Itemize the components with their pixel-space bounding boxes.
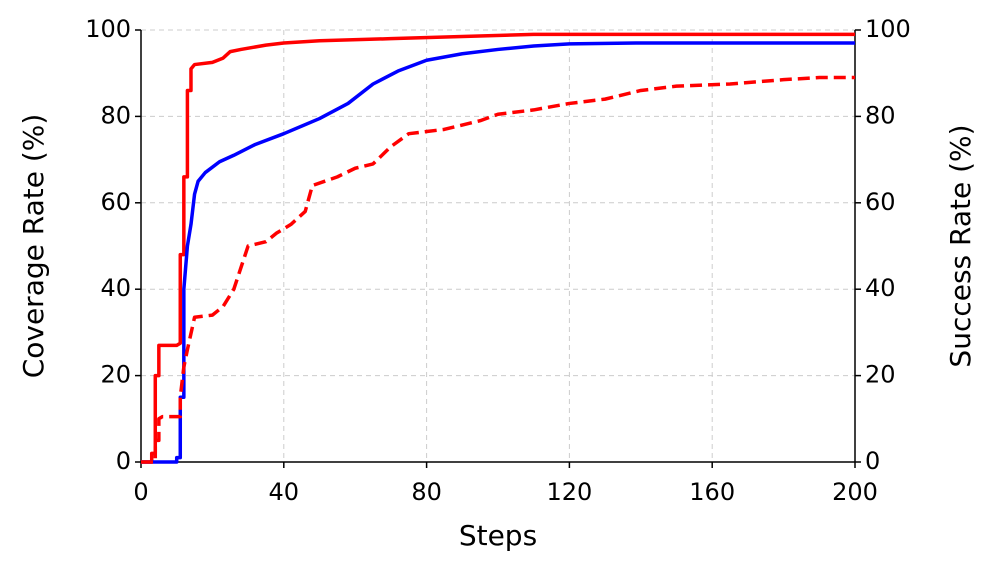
y2-axis-title: Success Rate (%) [944,124,977,367]
y-tick-label: 60 [100,188,131,216]
y2-tick-label: 100 [865,15,911,43]
y2-tick-label: 20 [865,361,896,389]
x-axis-title: Steps [459,519,537,552]
x-tick-label: 0 [133,478,148,506]
x-tick-label: 200 [832,478,878,506]
y2-tick-label: 0 [865,447,880,475]
x-tick-label: 80 [411,478,442,506]
y-tick-label: 20 [100,361,131,389]
x-tick-label: 40 [269,478,300,506]
y2-tick-label: 80 [865,101,896,129]
series-line [141,32,855,464]
x-tick-label: 160 [689,478,735,506]
y-tick-label: 40 [100,274,131,302]
x-tick-label: 120 [546,478,592,506]
y2-tick-label: 40 [865,274,896,302]
y-tick-label: 80 [100,101,131,129]
y-tick-label: 0 [116,447,131,475]
y-tick-label: 100 [85,15,131,43]
series-line [141,75,855,464]
y-axis-title: Coverage Rate (%) [17,114,50,379]
series-line [141,41,855,464]
y2-tick-label: 60 [865,188,896,216]
